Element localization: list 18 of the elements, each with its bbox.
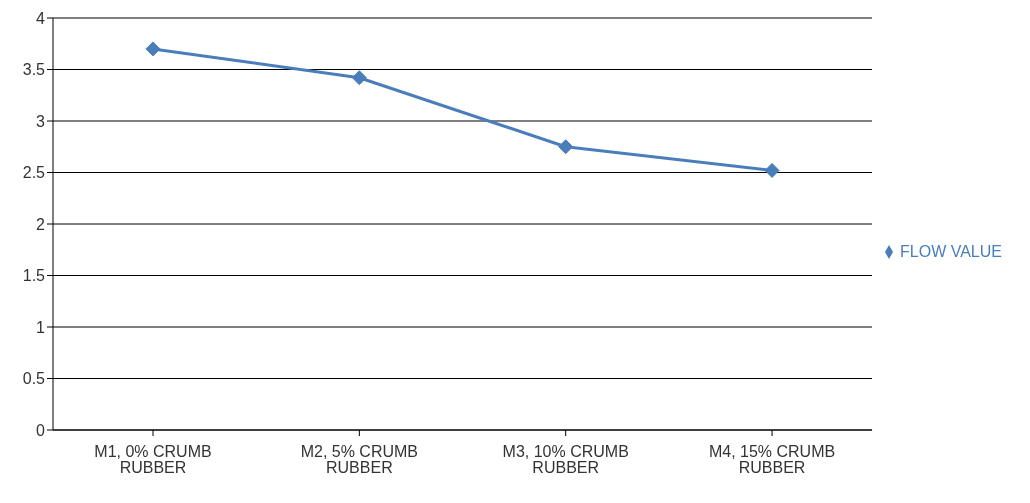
x-tick-label: M2, 5% CRUMB RUBBER — [300, 443, 419, 477]
point — [351, 70, 367, 86]
y-tick-label: 0.5 — [22, 370, 46, 388]
x-tick-label: M1, 0% CRUMB RUBBER — [94, 443, 212, 477]
y-tick-label: 2 — [36, 215, 46, 233]
point — [558, 139, 574, 155]
y-tick-label: 1.5 — [22, 267, 46, 285]
y-tick-label: 1 — [36, 318, 46, 336]
point — [145, 41, 161, 57]
y-tick-label: 3.5 — [22, 61, 46, 79]
y-tick-label: 0 — [36, 421, 46, 439]
y-tick-label: 3 — [36, 112, 46, 130]
x-tick-label: M4, 15% CRUMB RUBBER — [708, 443, 836, 477]
y-tick-label: 2.5 — [22, 164, 46, 182]
point — [764, 162, 780, 178]
y-tick-label: 4 — [36, 9, 46, 27]
legend-label: FLOW VALUE — [900, 242, 1002, 260]
x-tick-label: M3, 10% CRUMB RUBBER — [502, 443, 629, 477]
